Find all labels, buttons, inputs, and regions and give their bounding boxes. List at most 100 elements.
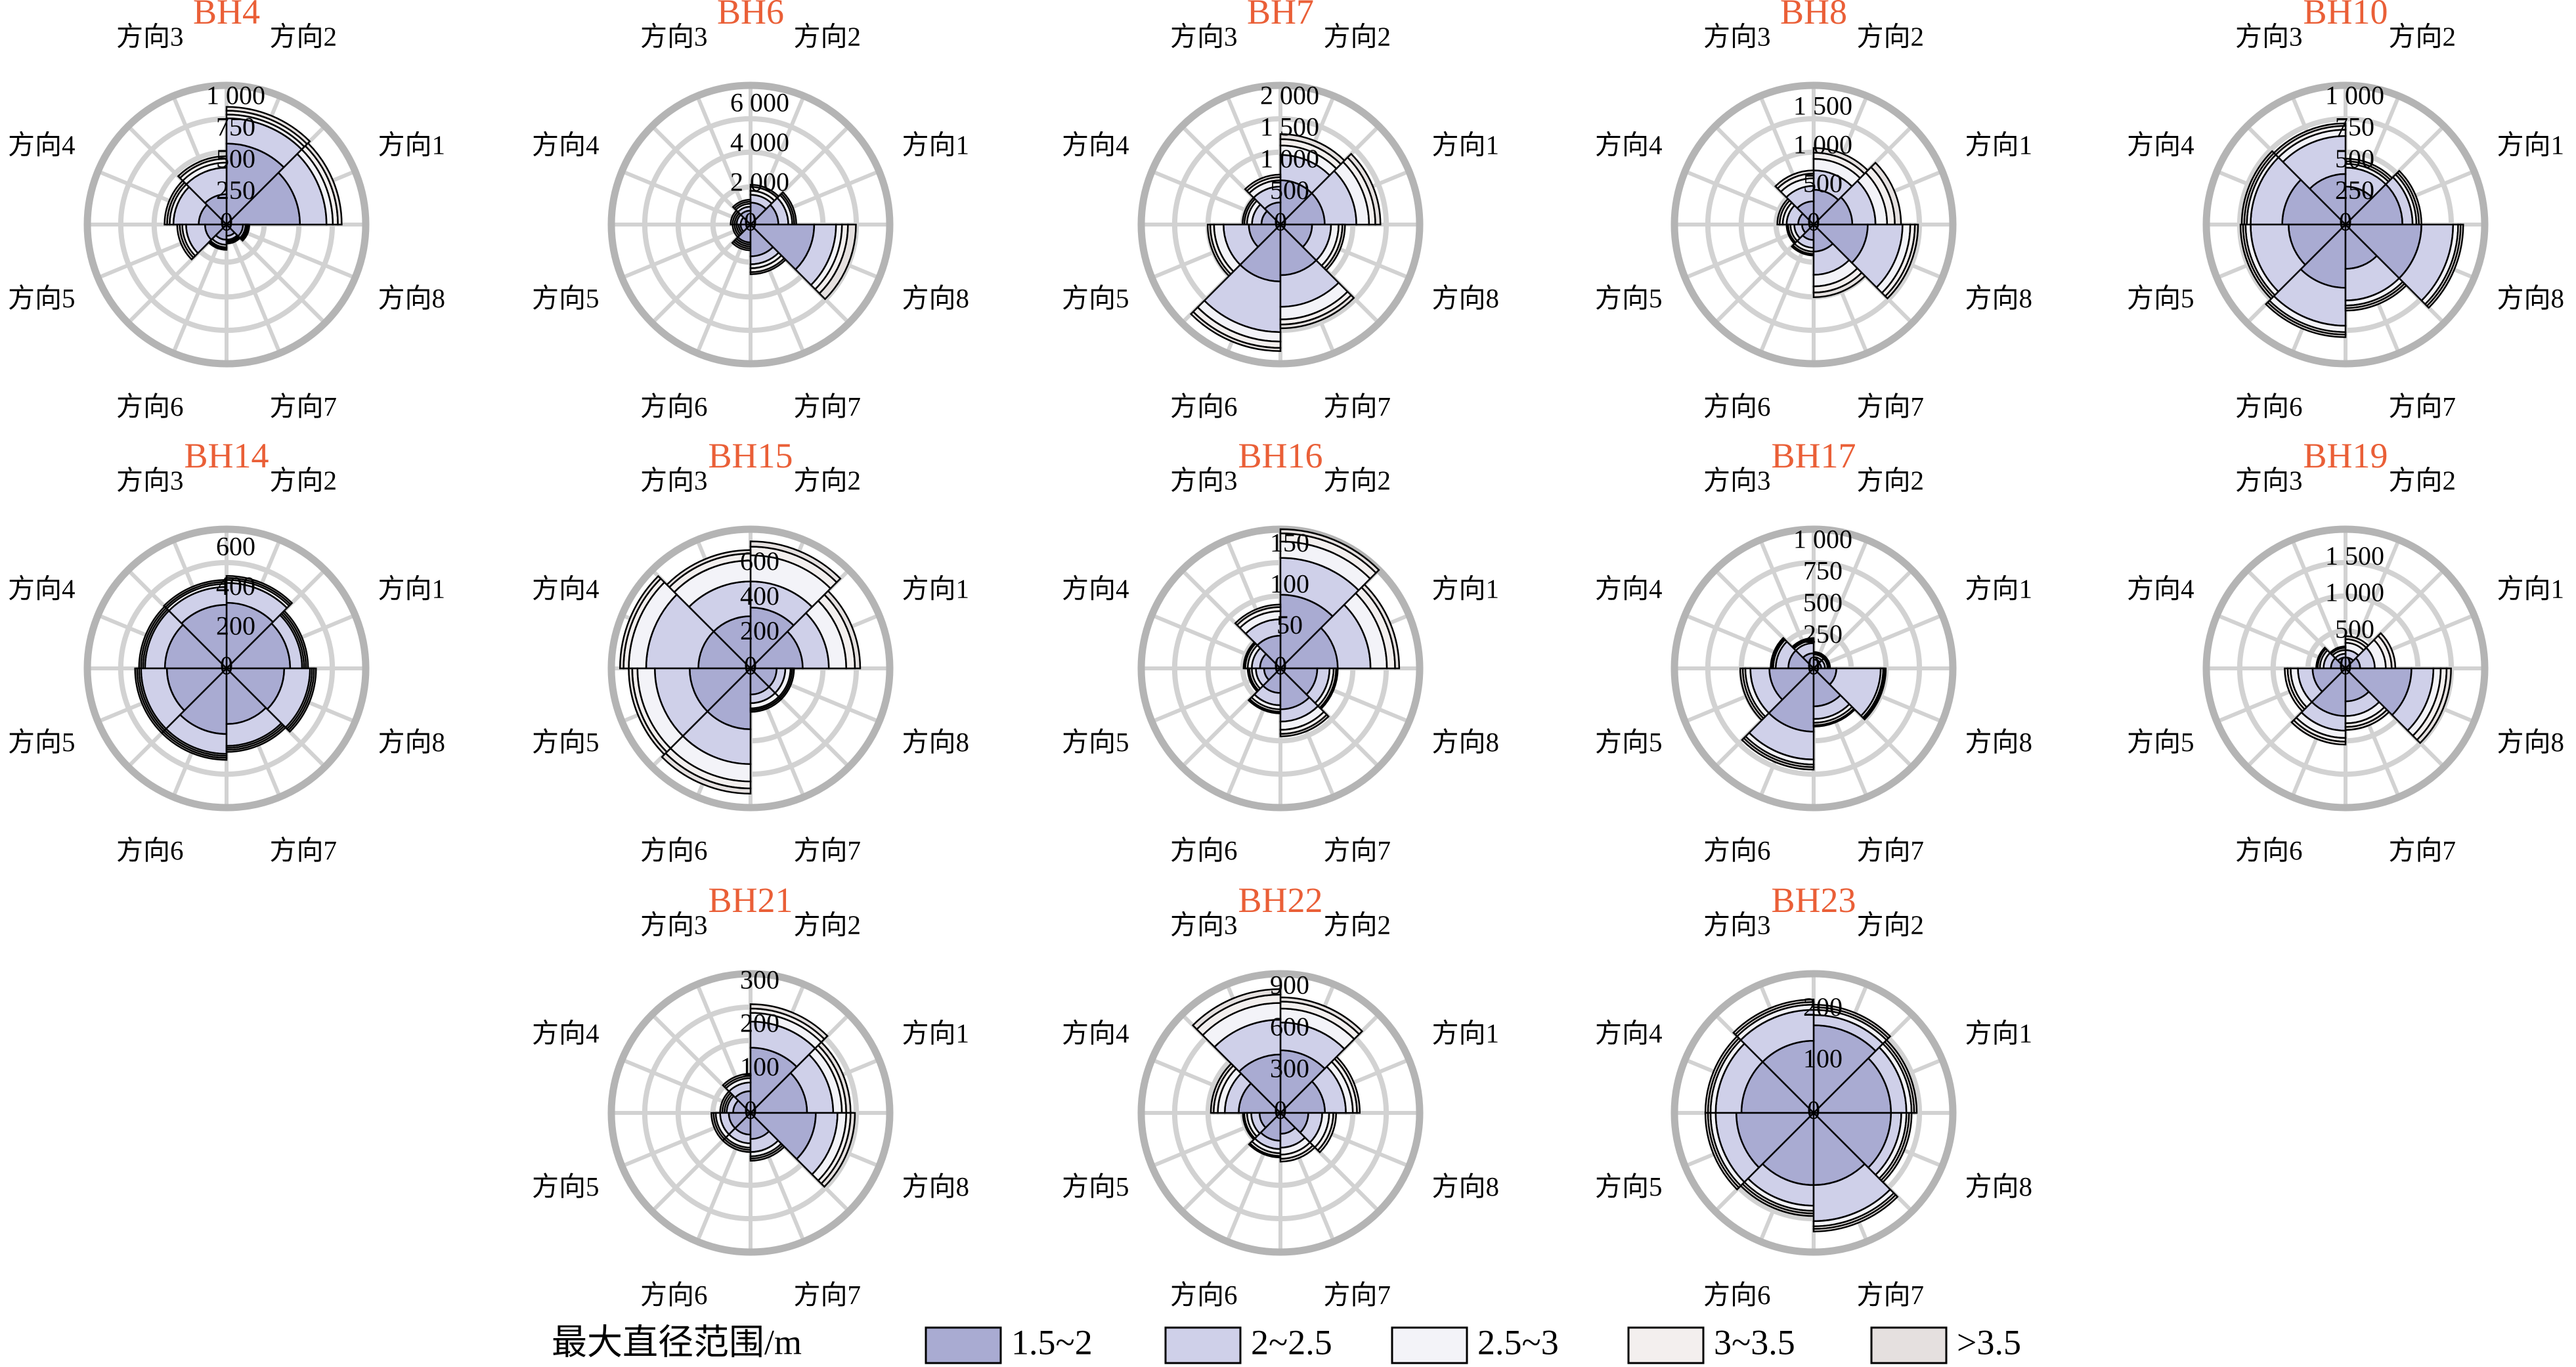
direction-label-6: 方向6 bbox=[1703, 835, 1771, 865]
direction-label-5: 方向5 bbox=[532, 727, 600, 757]
tick-label: 0 bbox=[744, 651, 757, 680]
tick-label: 250 bbox=[1803, 619, 1843, 649]
outer-ring bbox=[1137, 970, 1424, 1256]
tick-label: 1 000 bbox=[206, 80, 265, 110]
chart-title: BH15 bbox=[708, 436, 793, 475]
direction-label-5: 方向5 bbox=[1062, 283, 1129, 313]
direction-label-3: 方向3 bbox=[1703, 910, 1771, 940]
direction-label-4: 方向4 bbox=[2127, 130, 2194, 160]
bar-dir8-bin5 bbox=[779, 667, 795, 701]
bar-dir3-bin5 bbox=[722, 1073, 752, 1088]
direction-label-5: 方向5 bbox=[1595, 283, 1663, 313]
direction-label-4: 方向4 bbox=[532, 574, 600, 604]
direction-label-4: 方向4 bbox=[8, 130, 76, 160]
direction-label-3: 方向3 bbox=[640, 910, 708, 940]
direction-label-7: 方向7 bbox=[793, 391, 861, 422]
direction-label-8: 方向8 bbox=[2497, 727, 2565, 757]
tick-label: 400 bbox=[216, 571, 255, 601]
direction-label-5: 方向5 bbox=[1595, 727, 1663, 757]
direction-label-3: 方向3 bbox=[2235, 22, 2303, 52]
grid-spoke bbox=[621, 169, 752, 227]
direction-label-6: 方向6 bbox=[640, 835, 708, 865]
direction-label-1: 方向1 bbox=[2497, 574, 2565, 604]
direction-label-2: 方向2 bbox=[1856, 466, 1924, 496]
outer-ring bbox=[83, 525, 370, 812]
bar-dir2-bin5 bbox=[225, 575, 294, 606]
direction-label-8: 方向8 bbox=[1965, 283, 2033, 313]
tick-label: 0 bbox=[1807, 651, 1820, 680]
grid-spoke bbox=[621, 223, 752, 280]
bar-dir2-bin5 bbox=[1279, 528, 1380, 575]
direction-label-6: 方向6 bbox=[640, 391, 708, 422]
direction-label-4: 方向4 bbox=[1062, 130, 1129, 160]
direction-label-3: 方向3 bbox=[1170, 910, 1238, 940]
tick-label: 2 000 bbox=[1260, 80, 1319, 110]
direction-label-7: 方向7 bbox=[1323, 835, 1391, 865]
outer-ring bbox=[607, 970, 894, 1256]
bar-dir8-bin5 bbox=[1884, 223, 1919, 300]
bar-dir3-bin5 bbox=[1732, 999, 1815, 1036]
direction-label-1: 方向1 bbox=[1965, 1018, 2033, 1049]
grid-spoke bbox=[1812, 568, 1914, 670]
direction-label-8: 方向8 bbox=[1432, 283, 1500, 313]
bar-dir8-bin5 bbox=[1862, 667, 1887, 721]
direction-label-7: 方向7 bbox=[1856, 391, 1924, 422]
tick-label: 0 bbox=[744, 207, 757, 236]
bar-dir1-bin5 bbox=[2376, 632, 2397, 670]
direction-label-8: 方向8 bbox=[902, 727, 970, 757]
bar-dir8-bin5 bbox=[287, 667, 317, 733]
tick-label: 250 bbox=[2335, 175, 2374, 205]
bar-dir8-bin5 bbox=[1323, 223, 1346, 272]
direction-label-1: 方向1 bbox=[2497, 130, 2565, 160]
direction-label-5: 方向5 bbox=[8, 727, 76, 757]
direction-label-2: 方向2 bbox=[793, 910, 861, 940]
polar-chart-bh21: BH21 0 100 200 300 方向1 方向2 方向3 方向4 方向5 方向6 方向7 方向8 bbox=[532, 880, 969, 1310]
tick-label: 100 bbox=[1803, 1044, 1843, 1074]
bar-dir7-bin5 bbox=[1812, 1194, 1899, 1232]
bar-dir1-bin5 bbox=[1869, 162, 1902, 226]
chart-title: BH16 bbox=[1238, 436, 1322, 475]
bar-dir3-bin5 bbox=[1191, 988, 1282, 1031]
direction-label-7: 方向7 bbox=[269, 391, 337, 422]
direction-label-4: 方向4 bbox=[1062, 1018, 1129, 1049]
outer-ring bbox=[2202, 81, 2489, 368]
outer-ring bbox=[1137, 81, 1424, 368]
tick-label: 750 bbox=[1803, 556, 1843, 586]
tick-label: 500 bbox=[1803, 588, 1843, 617]
direction-label-3: 方向3 bbox=[1170, 22, 1238, 52]
direction-label-5: 方向5 bbox=[532, 1171, 600, 1202]
tick-label: 0 bbox=[220, 207, 233, 236]
direction-label-4: 方向4 bbox=[1595, 1018, 1663, 1049]
direction-label-5: 方向5 bbox=[1062, 727, 1129, 757]
tick-label: 1 000 bbox=[2325, 578, 2384, 607]
bar-dir8-bin5 bbox=[2426, 223, 2464, 309]
direction-label-8: 方向8 bbox=[902, 283, 970, 313]
direction-label-8: 方向8 bbox=[2497, 283, 2565, 313]
tick-label: 300 bbox=[1270, 1054, 1309, 1083]
direction-label-6: 方向6 bbox=[640, 1280, 708, 1310]
direction-label-5: 方向5 bbox=[1062, 1171, 1129, 1202]
bar-dir1-bin5 bbox=[780, 190, 797, 226]
bar-dir2-bin5 bbox=[225, 106, 311, 146]
direction-label-7: 方向7 bbox=[1323, 1280, 1391, 1310]
chart-title: BH7 bbox=[1247, 0, 1314, 32]
bar-dir8-bin5 bbox=[819, 1112, 856, 1188]
bar-dir6-bin5 bbox=[2290, 719, 2347, 746]
direction-label-6: 方向6 bbox=[1703, 391, 1771, 422]
chart-title: BH10 bbox=[2303, 0, 2388, 32]
bar-dir7-bin5 bbox=[1279, 713, 1330, 737]
direction-label-2: 方向2 bbox=[793, 466, 861, 496]
bar-dir4-bin5 bbox=[1210, 1062, 1234, 1114]
direction-label-5: 方向5 bbox=[2127, 727, 2194, 757]
tick-label: 900 bbox=[1270, 970, 1309, 999]
bar-dir2-bin5 bbox=[1279, 133, 1346, 165]
direction-label-7: 方向7 bbox=[1856, 835, 1924, 865]
legend-swatch-1 bbox=[925, 1326, 1002, 1364]
direction-label-2: 方向2 bbox=[2388, 466, 2456, 496]
direction-label-6: 方向6 bbox=[1170, 391, 1238, 422]
bar-dir7-bin5 bbox=[1279, 293, 1355, 330]
direction-label-4: 方向4 bbox=[2127, 574, 2194, 604]
